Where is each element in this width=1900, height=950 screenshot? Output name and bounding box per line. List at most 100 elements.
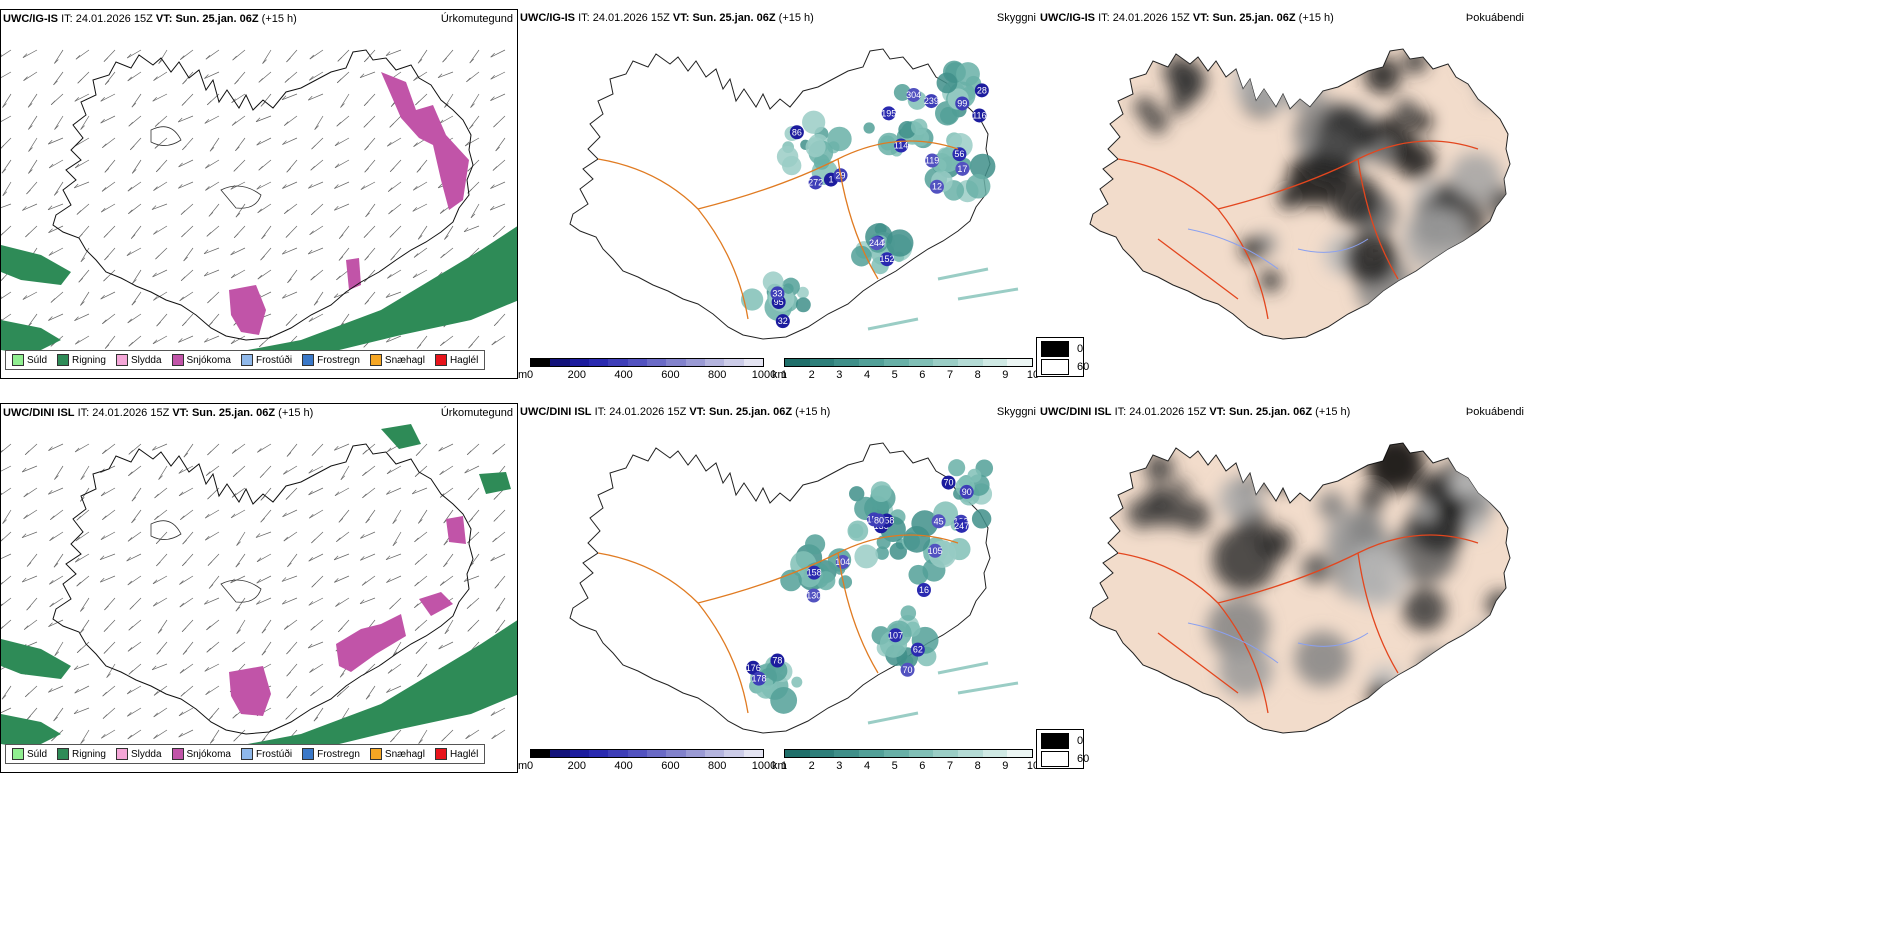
wind-barb: [25, 232, 30, 238]
legend-label: Snæhagl: [384, 354, 425, 366]
wind-barb: [470, 203, 480, 219]
wind-barb: [127, 181, 142, 192]
wind-barb: [203, 247, 220, 255]
visibility-cell: [971, 509, 992, 529]
wind-barb: [493, 495, 499, 500]
wind-barb: [182, 650, 188, 655]
fog-legend-row: 60: [1041, 359, 1089, 375]
panel-label: Úrkomutegund: [440, 13, 513, 25]
colorbar-swatch: [666, 750, 686, 757]
colorbar-swatch: [550, 750, 570, 757]
wind-barb: [23, 76, 28, 81]
wind-barb: [256, 181, 272, 190]
fog-cell: [1294, 631, 1351, 687]
wind-barb: [490, 71, 506, 80]
wind-barb: [204, 269, 220, 277]
wind-barb: [74, 159, 90, 169]
wind-barb: [128, 626, 133, 631]
legend-label: Slydda: [130, 354, 162, 366]
wind-barb: [365, 212, 370, 218]
legend-item: Slydda: [115, 354, 162, 366]
wind-barb: [308, 553, 324, 562]
wind-barb: [53, 716, 58, 722]
colorbar-swatch: [685, 359, 705, 366]
legend-label: Frostúði: [255, 354, 293, 366]
wind-barb: [153, 597, 168, 607]
wind-barb: [261, 225, 272, 240]
wind-barb: [1, 137, 12, 149]
wind-barb: [464, 137, 480, 147]
wind-barb: [230, 578, 235, 584]
wind-barb: [231, 121, 237, 126]
coastline: [52, 49, 474, 341]
wind-barb: [49, 580, 54, 585]
precip-legend: Súld Rigning Slydda Snjókoma Frostúði Frostre…: [5, 350, 486, 370]
wind-barb: [178, 162, 183, 168]
wind-barb: [463, 227, 469, 233]
road: [597, 534, 959, 714]
wind-barb: [153, 707, 168, 718]
fog-legend-value: 60: [1077, 753, 1090, 765]
wind-barb: [417, 225, 428, 240]
wind-barb: [54, 125, 59, 130]
fog-panel-row2: UWC/DINI ISL IT: 24.01.2026 15Z VT: Sun.…: [1038, 403, 1528, 773]
wind-barb: [204, 600, 209, 605]
wind-barb: [287, 553, 298, 568]
wind-barb: [286, 452, 292, 457]
legend-item: Snjókoma: [171, 354, 231, 366]
wind-barb: [23, 514, 28, 519]
wind-barb: [386, 578, 391, 583]
wind-barb: [206, 100, 212, 106]
wind-barb: [179, 291, 194, 302]
wind-barb: [444, 225, 454, 240]
colorbar-tick: 9: [1002, 760, 1009, 772]
wind-barb: [78, 278, 83, 283]
wind-barb: [77, 79, 82, 84]
wind-barb: [24, 450, 30, 456]
wind-barb: [392, 509, 402, 524]
wind-barb: [257, 443, 272, 453]
wind-barb: [491, 340, 496, 346]
wind-barb: [131, 518, 136, 524]
wind-barb: [48, 443, 64, 451]
wind-barb: [203, 271, 209, 277]
wind-barb: [1, 277, 5, 282]
wind-barb: [491, 734, 496, 740]
legend-swatch: [171, 748, 184, 760]
wind-barb: [313, 707, 324, 722]
ceiling-value: 99: [957, 98, 967, 108]
wind-barb: [99, 553, 116, 561]
wind-barb: [333, 553, 350, 561]
legend-item: Rigning: [57, 354, 106, 366]
wind-barb: [23, 71, 38, 81]
colorbar-tick: 7: [946, 369, 954, 379]
wind-barb: [284, 209, 289, 214]
wind-barb: [282, 181, 298, 189]
wind-barb: [287, 269, 298, 284]
colorbar-tick: 3: [836, 760, 843, 772]
legend-swatch: [434, 354, 447, 366]
wind-barb: [385, 553, 402, 561]
wind-barb: [1, 225, 12, 236]
fog-cell: [1440, 647, 1503, 710]
wind-barb: [339, 313, 350, 328]
wind-barb: [308, 181, 324, 189]
visibility-cell: [936, 72, 958, 94]
wind-barb: [1, 71, 12, 79]
ceiling-value: 70: [903, 665, 913, 675]
wind-barb: [308, 556, 313, 562]
wind-barb: [282, 512, 287, 518]
wind-barb: [235, 562, 241, 568]
wind-barb: [21, 531, 38, 539]
wind-barb: [340, 93, 350, 108]
wind-barb: [336, 692, 342, 697]
wind-barb: [310, 210, 316, 216]
wind-barb: [104, 605, 109, 611]
wind-barb: [80, 465, 90, 480]
wind-barb: [387, 181, 402, 192]
wind-barb: [28, 169, 33, 174]
colorbar-swatches: [784, 749, 1033, 758]
wind-barb: [127, 647, 133, 652]
wind-barb: [390, 255, 395, 261]
wind-barb: [100, 118, 105, 124]
